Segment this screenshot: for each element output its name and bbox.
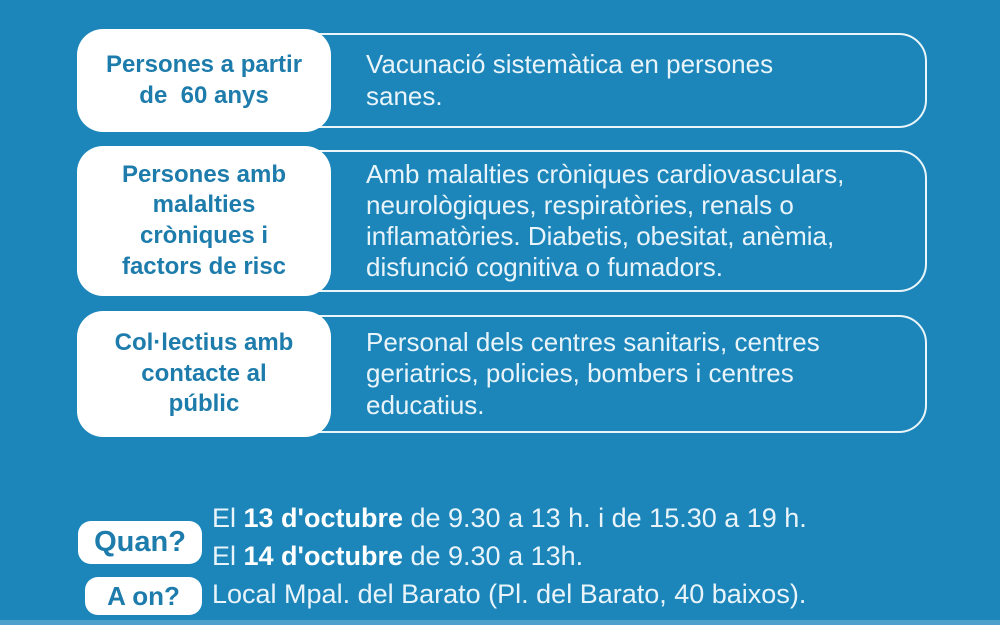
row-description: Vacunació sistemàtica en persones sanes.: [366, 49, 774, 111]
bottom-edge-strip: [0, 620, 1000, 625]
when-line-2: El 14 d'octubre de 9.30 a 13h.: [212, 537, 807, 575]
when-line-1-pre: El: [212, 503, 244, 533]
when-line-2-date: 14 d'octubre: [243, 541, 403, 571]
when-badge: Quan?: [78, 521, 202, 564]
row-label-public-contact: Col·lectius amb contacte al públic: [77, 311, 331, 437]
row-label-chronic-illness: Persones amb malalties cròniques i facto…: [77, 146, 331, 296]
when-line-2-pre: El: [212, 541, 244, 571]
when-line-1-hours: de 9.30 a 13 h. i de 15.30 a 19 h.: [402, 503, 807, 533]
footer-schedule: El 13 d'octubre de 9.30 a 13 h. i de 15.…: [212, 499, 807, 613]
where-badge: A on?: [85, 577, 202, 615]
audience-row-chronic-illness: Amb malalties cròniques cardiovasculars,…: [77, 146, 927, 296]
row-description: Amb malalties cròniques cardiovasculars,…: [366, 158, 845, 283]
row-description: Personal dels centres sanitaris, centres…: [366, 327, 820, 420]
audience-row-seniors: Vacunació sistemàtica en persones sanes.…: [77, 29, 927, 132]
when-line-1: El 13 d'octubre de 9.30 a 13 h. i de 15.…: [212, 499, 807, 537]
audience-row-public-contact: Personal dels centres sanitaris, centres…: [77, 311, 927, 437]
where-line: Local Mpal. del Barato (Pl. del Barato, …: [212, 579, 807, 609]
when-line-1-date: 13 d'octubre: [243, 503, 403, 533]
row-label-seniors: Persones a partir de 60 anys: [77, 29, 331, 132]
when-line-2-hours: de 9.30 a 13h.: [402, 541, 584, 571]
